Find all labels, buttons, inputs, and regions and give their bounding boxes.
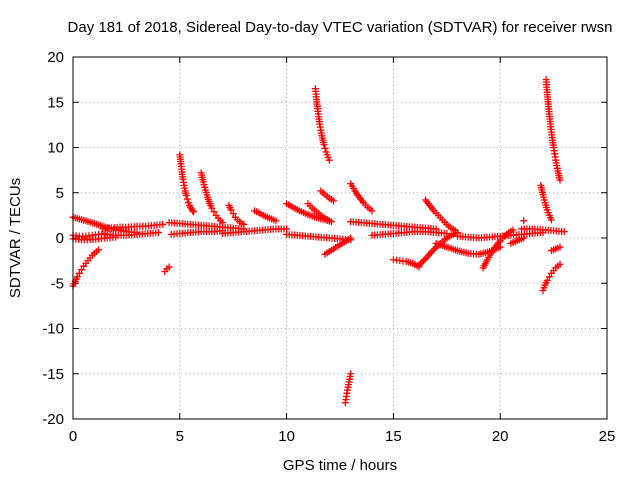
data-point [190, 208, 198, 216]
series-arc-12 [225, 201, 248, 228]
x-axis-label: GPS time / hours [283, 457, 397, 474]
series-arc-02 [69, 246, 103, 290]
series-arc-08 [165, 219, 248, 233]
data-point [418, 258, 426, 266]
y-tick-label: 20 [47, 49, 64, 66]
data-point [520, 217, 528, 225]
data-point [543, 277, 551, 285]
data-point [420, 256, 428, 264]
series-arc-16 [304, 200, 333, 225]
data-point [560, 228, 568, 236]
series-arc-06 [101, 229, 162, 239]
data-point [509, 226, 517, 234]
series-arc-18 [317, 187, 338, 205]
data-point [227, 206, 235, 214]
series-arc-14 [251, 207, 280, 225]
data-point [428, 248, 436, 256]
series-arc-30 [479, 226, 517, 272]
data-point [320, 141, 328, 149]
y-tick-label: -15 [42, 366, 64, 383]
data-point [451, 227, 459, 235]
data-point [208, 204, 216, 212]
x-tick-label: 25 [599, 428, 616, 445]
data-point [321, 144, 329, 152]
data-point [347, 370, 355, 378]
series-arc-32 [518, 225, 568, 236]
x-tick-label: 0 [69, 428, 77, 445]
y-tick-label: 5 [56, 185, 64, 202]
series-arc-37 [547, 243, 564, 255]
data-point [556, 260, 564, 268]
data-point [417, 260, 425, 268]
data-point [75, 269, 83, 277]
data-point [325, 217, 333, 225]
data-point [219, 219, 227, 227]
data-point [154, 229, 162, 237]
data-point [431, 244, 439, 252]
x-tick-labels: 0 5 10 15 20 25 [69, 428, 616, 445]
data-point [347, 234, 355, 242]
data-point [229, 210, 237, 218]
y-tick-label: 10 [47, 140, 64, 157]
plot-frame [72, 56, 608, 420]
data-point [556, 243, 564, 251]
series-arc-33 [520, 217, 528, 225]
y-tick-labels: -20 -15 -10 -5 0 5 10 15 20 [42, 49, 64, 428]
x-tick-label: 15 [385, 428, 402, 445]
series-arc-35 [537, 182, 555, 224]
series-arc-24 [368, 228, 451, 239]
x-tick-label: 20 [492, 428, 509, 445]
series-arc-13 [219, 225, 291, 237]
y-tick-label: -20 [42, 411, 64, 428]
x-tick-label: 5 [176, 428, 184, 445]
data-point [210, 208, 218, 216]
series-arc-27 [421, 196, 459, 235]
series-arc-05 [99, 220, 167, 233]
y-tick-label: -10 [42, 321, 64, 338]
data-point [547, 216, 555, 224]
y-axis-label: SDTVAR / TECUs [7, 178, 24, 298]
y-tick-label: 0 [56, 230, 64, 247]
series-arc-17 [311, 85, 333, 164]
grid-lines [73, 57, 607, 419]
series-arc-21 [341, 370, 355, 407]
data-point [78, 266, 86, 274]
data-point [545, 273, 553, 281]
data-point [182, 191, 190, 199]
data-point [556, 176, 564, 184]
data-point [520, 234, 528, 242]
data-point [95, 246, 103, 254]
data-point [330, 197, 338, 205]
series-arc-31 [507, 234, 528, 247]
x-tick-label: 10 [278, 428, 295, 445]
data-point [272, 217, 280, 225]
data-point [183, 195, 191, 203]
y-tick-label: -5 [51, 275, 64, 292]
y-tick-label: 15 [47, 94, 64, 111]
chart-title: Day 181 of 2018, Sidereal Day-to-day VTE… [68, 19, 613, 36]
series-arc-11 [197, 169, 227, 227]
data-point [165, 263, 173, 271]
series-arc-22 [347, 180, 376, 215]
series-arc-07 [161, 263, 173, 275]
series-arc-34 [539, 260, 564, 294]
series-arc-10 [176, 151, 198, 216]
series-arc-09 [167, 227, 227, 238]
data-point [240, 220, 248, 228]
data-point [189, 207, 197, 215]
data-point [159, 220, 167, 228]
data-points [69, 76, 568, 407]
data-point [368, 207, 376, 215]
series-arc-20 [321, 234, 355, 258]
data-point [325, 156, 333, 164]
data-point [73, 273, 81, 281]
data-point [429, 246, 437, 254]
data-point [415, 261, 423, 269]
series-arc-36 [542, 76, 564, 184]
